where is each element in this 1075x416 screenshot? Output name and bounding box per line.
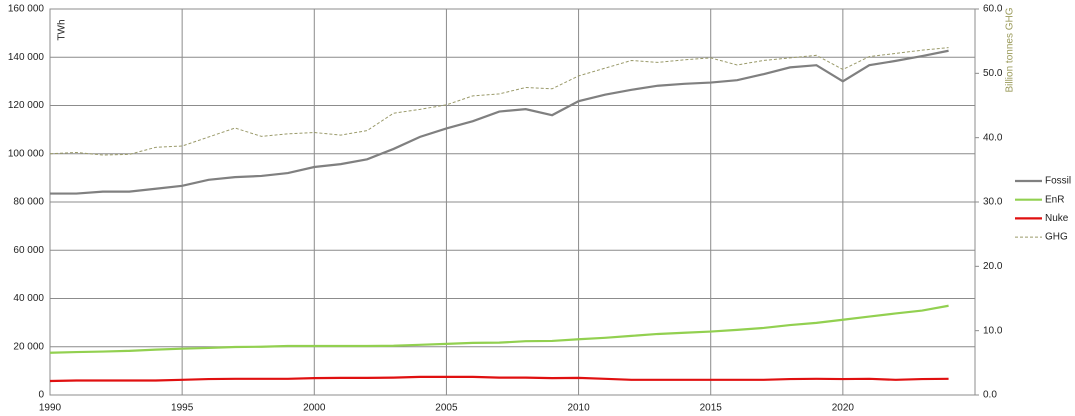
y2-tick-label: 20.0: [983, 261, 1003, 272]
legend-label: GHG: [1045, 232, 1068, 243]
y-tick-label: 120 000: [8, 100, 45, 111]
y2-tick-label: 40.0: [983, 132, 1003, 143]
y2-tick-label: 10.0: [983, 325, 1003, 336]
series-line: [49, 304, 949, 354]
legend-label: Nuke: [1045, 213, 1069, 224]
series-line: [49, 375, 949, 383]
y-tick-label: 0: [38, 390, 44, 401]
x-tick-label: 2005: [435, 403, 458, 414]
legend-label: EnR: [1045, 194, 1064, 205]
x-tick-label: 2015: [700, 403, 723, 414]
y-tick-label: 40 000: [13, 293, 44, 304]
legend-label: Fossil: [1045, 176, 1071, 187]
y2-tick-label: 50.0: [983, 68, 1003, 79]
y-tick-label: 140 000: [8, 52, 45, 63]
x-tick-label: 2010: [567, 403, 590, 414]
series-line: [49, 47, 949, 156]
y2-tick-label: 30.0: [983, 197, 1003, 208]
series-line: [50, 49, 949, 195]
y-tick-label: 160 000: [8, 4, 45, 15]
y2-tick-label: 0.0: [983, 390, 997, 401]
y-axis-label: TWh: [57, 19, 68, 40]
x-tick-label: 1990: [39, 403, 62, 414]
y2-axis-label: Billion tonnes GHG: [1005, 7, 1016, 92]
plot-frame: [49, 8, 976, 396]
y-tick-label: 20 000: [13, 341, 44, 352]
x-tick-label: 2020: [832, 403, 855, 414]
y2-tick-label: 60.0: [983, 4, 1003, 15]
y-tick-label: 80 000: [13, 197, 44, 208]
y-tick-label: 60 000: [13, 245, 44, 256]
y-tick-label: 100 000: [8, 148, 45, 159]
x-tick-label: 1995: [171, 403, 194, 414]
x-tick-label: 2000: [303, 403, 326, 414]
